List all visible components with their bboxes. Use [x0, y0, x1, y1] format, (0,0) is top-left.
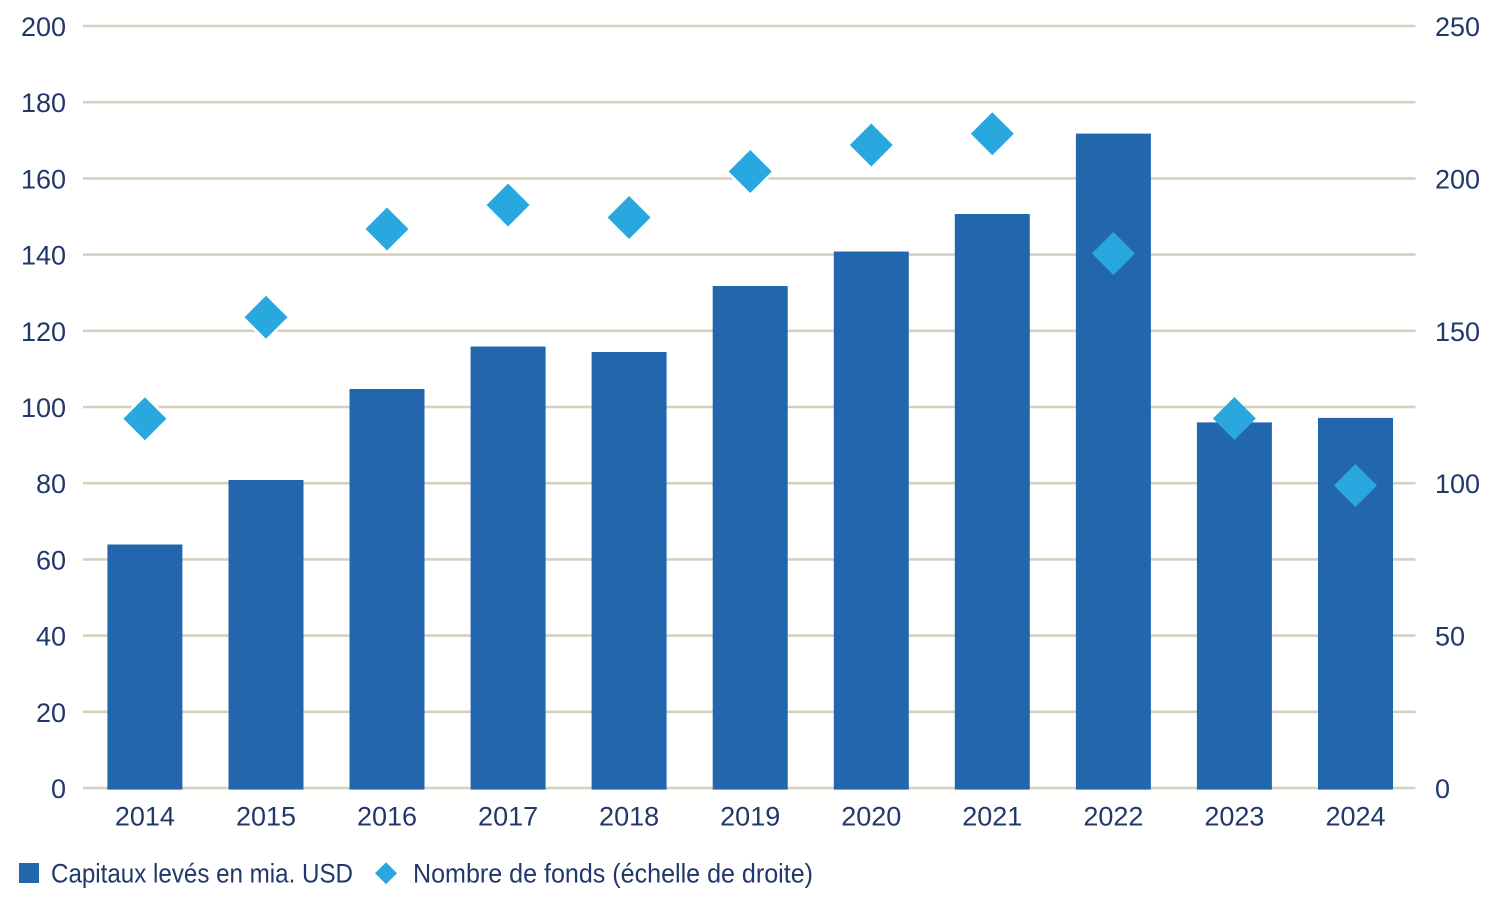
svg-text:0: 0	[1435, 774, 1450, 804]
svg-text:2018: 2018	[599, 802, 659, 832]
svg-text:180: 180	[21, 88, 66, 118]
svg-text:120: 120	[21, 317, 66, 347]
svg-text:2014: 2014	[115, 802, 175, 832]
svg-text:2015: 2015	[236, 802, 296, 832]
svg-text:2023: 2023	[1204, 802, 1264, 832]
svg-text:2016: 2016	[357, 802, 417, 832]
svg-text:200: 200	[21, 12, 66, 42]
svg-text:150: 150	[1435, 317, 1480, 347]
svg-text:50: 50	[1435, 622, 1465, 652]
svg-text:140: 140	[21, 241, 66, 271]
svg-text:Nombre de fonds (échelle de dr: Nombre de fonds (échelle de droite)	[413, 859, 813, 889]
svg-text:0: 0	[51, 774, 66, 804]
svg-text:2019: 2019	[720, 802, 780, 832]
svg-text:160: 160	[21, 164, 66, 194]
svg-text:2017: 2017	[478, 802, 538, 832]
svg-text:2021: 2021	[962, 802, 1022, 832]
svg-text:60: 60	[36, 545, 66, 575]
svg-text:100: 100	[1435, 469, 1480, 499]
svg-text:200: 200	[1435, 164, 1480, 194]
svg-text:2020: 2020	[841, 802, 901, 832]
svg-text:2022: 2022	[1083, 802, 1143, 832]
svg-text:80: 80	[36, 469, 66, 499]
svg-text:250: 250	[1435, 12, 1480, 42]
svg-text:2024: 2024	[1325, 802, 1385, 832]
svg-text:100: 100	[21, 393, 66, 423]
svg-text:20: 20	[36, 698, 66, 728]
svg-text:40: 40	[36, 622, 66, 652]
svg-text:Capitaux levés en mia. USD: Capitaux levés en mia. USD	[51, 859, 353, 889]
